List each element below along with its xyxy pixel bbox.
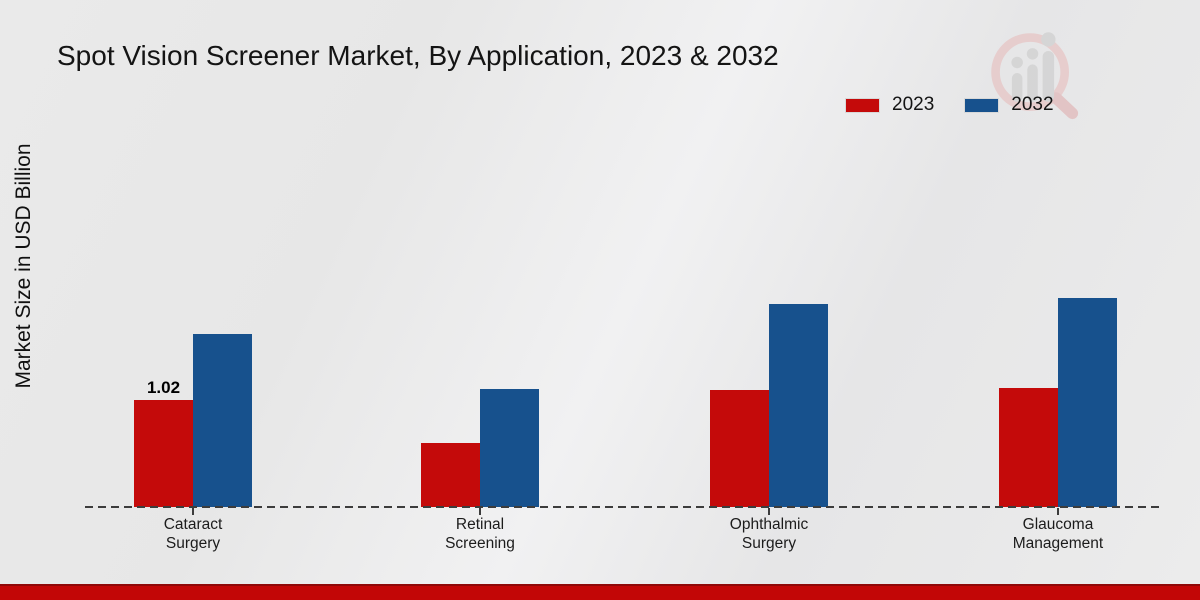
bar-2023-cataract-surgery (134, 399, 193, 507)
legend: 2023 2032 (845, 94, 1054, 116)
bar-2032-retinal-screening (480, 389, 539, 507)
x-axis-category-label: Glaucoma Management (1012, 516, 1104, 552)
footer-accent-bar (0, 584, 1200, 600)
legend-item-2032: 2032 (964, 94, 1054, 116)
legend-label-2032: 2032 (1011, 94, 1054, 115)
y-axis-label: Market Size in USD Billion (12, 143, 35, 389)
x-axis-category-label: Cataract Surgery (163, 516, 223, 552)
bar-2023-glaucoma-management (999, 388, 1058, 507)
magnifier-growth-logo-icon (991, 32, 1079, 120)
legend-swatch-2032 (964, 97, 1000, 113)
x-axis-category-label: Retinal Screening (445, 516, 515, 552)
bar-2023-retinal-screening (421, 442, 480, 507)
x-axis-tick (479, 508, 481, 515)
x-axis-tick (192, 508, 194, 515)
bar-value-label: 1.02 (146, 377, 181, 397)
x-axis-tick (1057, 508, 1059, 515)
legend-swatch-2023 (845, 97, 880, 113)
legend-label-2023: 2023 (892, 94, 935, 115)
x-axis-tick (768, 508, 770, 515)
dashed-baseline (85, 506, 1163, 508)
bar-2032-ophthalmic-surgery (769, 304, 828, 507)
chart-title: Spot Vision Screener Market, By Applicat… (57, 40, 779, 71)
x-axis-category-label: Ophthalmic Surgery (729, 516, 809, 552)
bar-2032-glaucoma-management (1058, 298, 1117, 507)
bar-2023-ophthalmic-surgery (710, 390, 769, 507)
bar-2032-cataract-surgery (193, 333, 252, 507)
legend-item-2023: 2023 (845, 94, 934, 116)
